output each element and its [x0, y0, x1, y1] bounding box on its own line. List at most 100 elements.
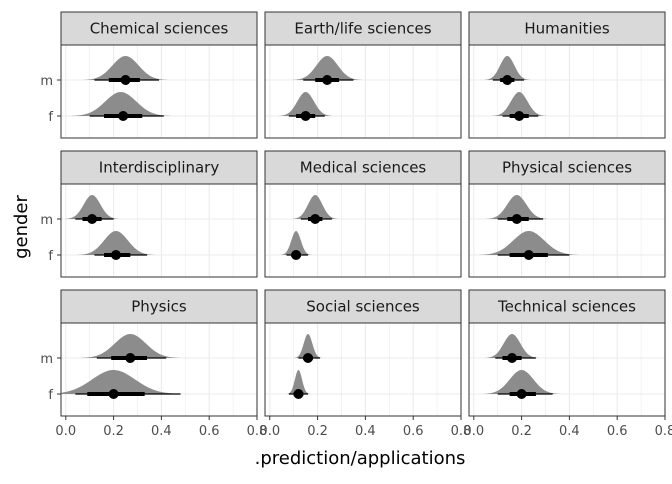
- median-point: [87, 214, 98, 224]
- facet-strip: [468, 150, 666, 185]
- median-point: [110, 250, 121, 260]
- x-tick-label: 0.8: [451, 424, 472, 439]
- median-point: [303, 353, 314, 363]
- density-shape: [484, 56, 531, 80]
- y-tick-label: m: [40, 352, 53, 367]
- y-tick-label: m: [40, 74, 53, 89]
- facet-strip: [468, 289, 666, 324]
- facet-panel: Chemical sciences m f: [40, 11, 258, 139]
- panel-border: [60, 322, 258, 417]
- median-point: [523, 250, 534, 260]
- x-tick-label: 0.0: [463, 424, 484, 439]
- density-shape: [278, 92, 333, 116]
- density-shape: [479, 231, 579, 255]
- y-axis-title: gender: [11, 194, 32, 258]
- x-tick-label: 0.2: [511, 424, 532, 439]
- x-tick-label: 0.8: [655, 424, 672, 439]
- median-point: [511, 214, 522, 224]
- x-tick-label: 0.6: [403, 424, 424, 439]
- median-point: [502, 75, 513, 85]
- density-shape: [83, 56, 168, 80]
- y-tick-label: f: [48, 249, 53, 264]
- median-point: [322, 75, 333, 85]
- density-shape: [280, 231, 312, 255]
- density-shape: [65, 195, 119, 219]
- facet-strip: [264, 289, 462, 324]
- facet-title: Humanities: [524, 20, 610, 38]
- x-tick-label: 0.4: [559, 424, 580, 439]
- facet-panel: Physics m f 0.0 0.2 0.4 0.6 0.8: [40, 289, 268, 439]
- density-shape: [492, 92, 546, 116]
- facet-panel: Social sciences 0.0 0.2 0.4 0.6 0.8: [259, 289, 472, 439]
- facet-strip: [468, 11, 666, 46]
- panel-background: [265, 323, 461, 416]
- x-tick-label: 0.0: [55, 424, 76, 439]
- panel-border: [264, 322, 462, 417]
- panel-background: [469, 323, 665, 416]
- x-tick-label: 0.2: [307, 424, 328, 439]
- y-tick-label: m: [40, 213, 53, 228]
- y-tick-label: f: [48, 388, 53, 403]
- density-shape: [292, 195, 339, 219]
- median-point: [291, 250, 302, 260]
- median-point: [300, 111, 311, 121]
- density-shape: [286, 370, 310, 394]
- x-tick-label: 0.2: [103, 424, 124, 439]
- median-point: [108, 389, 119, 399]
- panel-background: [469, 45, 665, 138]
- facet-title: Physical sciences: [502, 159, 632, 177]
- facet-panel: Technical sciences 0.0 0.2 0.4 0.6 0.8: [463, 289, 672, 439]
- facet-title: Interdisciplinary: [99, 159, 220, 177]
- panel-background: [265, 45, 461, 138]
- facet-title: Earth/life sciences: [294, 20, 431, 38]
- median-point: [310, 214, 321, 224]
- facet-panel: Physical sciences: [468, 150, 666, 278]
- x-axis-title: .prediction/applications: [255, 448, 466, 469]
- facet-strip: [264, 150, 462, 185]
- median-point: [514, 111, 525, 121]
- density-shape: [80, 334, 181, 358]
- median-point: [516, 389, 527, 399]
- panel-background: [469, 184, 665, 277]
- facet-panel: Medical sciences: [264, 150, 462, 278]
- panel-border: [468, 183, 666, 278]
- x-tick-label: 0.8: [247, 424, 268, 439]
- x-tick-label: 0.0: [259, 424, 280, 439]
- density-shape: [483, 370, 560, 394]
- facet-title: Technical sciences: [497, 298, 636, 316]
- median-point: [120, 75, 131, 85]
- panel-border: [60, 183, 258, 278]
- x-tick-label: 0.6: [199, 424, 220, 439]
- facet-strip: [60, 150, 258, 185]
- facet-panel: Earth/life sciences: [264, 11, 462, 139]
- facet-strip: [60, 11, 258, 46]
- y-tick-label: f: [48, 110, 53, 125]
- median-point: [507, 353, 518, 363]
- panel-background: [265, 184, 461, 277]
- panel-border: [468, 44, 666, 139]
- facet-title: Medical sciences: [300, 159, 427, 177]
- panel-background: [61, 323, 257, 416]
- median-point: [118, 111, 129, 121]
- facet-title: Physics: [131, 298, 187, 316]
- density-shape: [61, 370, 183, 394]
- panel-border: [264, 183, 462, 278]
- density-shape: [71, 92, 171, 116]
- facet-title: Social sciences: [306, 298, 420, 316]
- facet-panel: Interdisciplinary m f: [40, 150, 258, 278]
- facet-title: Chemical sciences: [90, 20, 229, 38]
- median-point: [125, 353, 136, 363]
- facet-panel: Humanities: [468, 11, 666, 139]
- x-tick-label: 0.6: [607, 424, 628, 439]
- density-shape: [485, 334, 539, 358]
- median-point: [293, 389, 304, 399]
- panel-background: [61, 45, 257, 138]
- x-tick-label: 0.4: [355, 424, 376, 439]
- panel-border: [60, 44, 258, 139]
- density-shape: [292, 56, 362, 80]
- density-shape: [77, 231, 155, 255]
- density-shape: [294, 334, 322, 358]
- panel-border: [264, 44, 462, 139]
